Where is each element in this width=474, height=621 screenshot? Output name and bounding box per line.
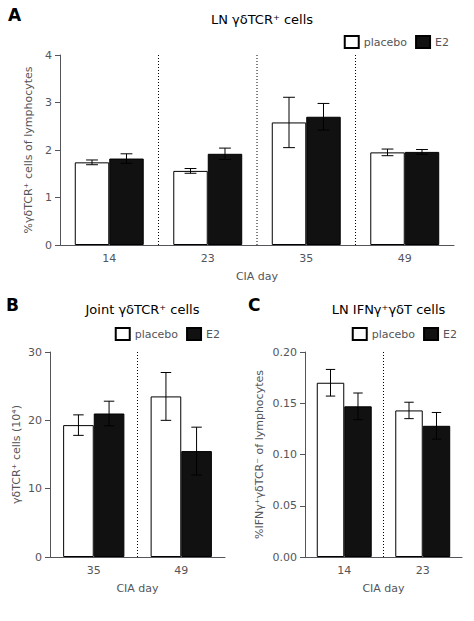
svg-text:E2: E2 (443, 328, 457, 341)
svg-text:35: 35 (87, 564, 101, 577)
svg-text:0: 0 (45, 239, 52, 252)
svg-text:0.05: 0.05 (273, 499, 298, 512)
svg-text:0: 0 (35, 551, 42, 564)
svg-text:0.00: 0.00 (273, 551, 298, 564)
svg-text:E2: E2 (206, 328, 220, 341)
svg-text:%IFNγ⁺γδTCR⁻ of lymphocytes: %IFNγ⁺γδTCR⁻ of lymphocytes (253, 370, 266, 539)
svg-text:2: 2 (45, 144, 52, 157)
svg-text:Joint γδTCR⁺ cells: Joint γδTCR⁺ cells (85, 302, 200, 317)
svg-text:49: 49 (174, 564, 188, 577)
svg-text:CIA day: CIA day (362, 582, 405, 595)
svg-text:49: 49 (398, 252, 412, 265)
svg-text:20: 20 (28, 414, 42, 427)
svg-text:4: 4 (45, 49, 52, 62)
svg-text:14: 14 (337, 564, 351, 577)
svg-text:0.20: 0.20 (273, 346, 298, 359)
svg-text:E2: E2 (435, 36, 449, 49)
svg-text:1: 1 (45, 191, 52, 204)
svg-text:0.15: 0.15 (273, 397, 298, 410)
svg-text:CIA day: CIA day (116, 582, 159, 595)
svg-text:CIA day: CIA day (236, 270, 279, 283)
svg-text:B: B (6, 295, 19, 315)
svg-text:placebo: placebo (372, 328, 416, 341)
svg-text:30: 30 (28, 346, 42, 359)
svg-text:10: 10 (28, 482, 42, 495)
svg-text:0.10: 0.10 (273, 448, 298, 461)
svg-text:23: 23 (416, 564, 430, 577)
svg-text:%γδTCR⁺ cells of lymphocytes: %γδTCR⁺ cells of lymphocytes (22, 66, 35, 233)
svg-text:A: A (8, 5, 22, 25)
svg-text:23: 23 (201, 252, 215, 265)
svg-text:14: 14 (102, 252, 116, 265)
svg-text:placebo: placebo (135, 328, 179, 341)
svg-text:γδTCR⁺ cells (10⁴): γδTCR⁺ cells (10⁴) (10, 405, 23, 504)
svg-text:3: 3 (45, 96, 52, 109)
svg-text:LN γδTCR⁺ cells: LN γδTCR⁺ cells (211, 12, 313, 27)
svg-text:C: C (248, 295, 260, 315)
svg-text:LN IFNγ⁺γδT cells: LN IFNγ⁺γδT cells (332, 302, 446, 317)
svg-text:35: 35 (299, 252, 313, 265)
svg-text:placebo: placebo (364, 36, 408, 49)
